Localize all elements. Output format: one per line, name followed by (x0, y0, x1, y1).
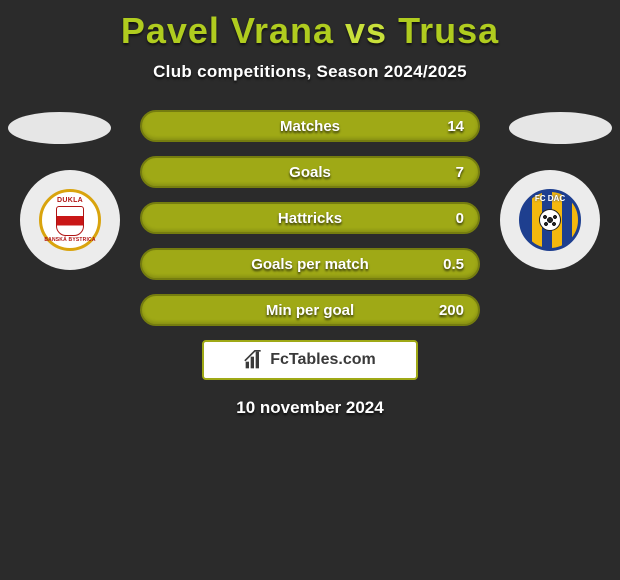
club-left: DUKLA BANSKÁ BYSTRICA (20, 170, 120, 270)
player2-name: Trusa (398, 10, 499, 51)
stat-pill: Min per goal 200 (140, 294, 480, 326)
barchart-icon (244, 350, 264, 370)
site-attribution[interactable]: FcTables.com (202, 340, 418, 380)
comparison-stage: DUKLA BANSKÁ BYSTRICA FC DAC Matches 14 Go… (0, 110, 620, 326)
stat-value-right: 14 (447, 118, 464, 135)
stat-pill: Hattricks 0 (140, 202, 480, 234)
club-dukla-bottom-text: BANSKÁ BYSTRICA (44, 237, 95, 243)
club-right: FC DAC (500, 170, 600, 270)
club-dukla-top-text: DUKLA (57, 197, 83, 204)
stat-label: Min per goal (266, 302, 354, 319)
stat-label: Hattricks (278, 210, 342, 227)
stat-label: Matches (280, 118, 340, 135)
soccer-ball-icon (539, 209, 561, 231)
club-dac-text: FC DAC (522, 194, 578, 203)
stat-value-right: 200 (439, 302, 464, 319)
club-badge-dac: FC DAC (519, 189, 581, 251)
club-badge-dukla: DUKLA BANSKÁ BYSTRICA (39, 189, 101, 251)
page-title: Pavel Vrana vs Trusa (0, 0, 620, 52)
stat-label: Goals per match (251, 256, 369, 273)
stat-value-right: 0 (456, 210, 464, 227)
subtitle: Club competitions, Season 2024/2025 (0, 62, 620, 82)
stat-pill: Goals 7 (140, 156, 480, 188)
stats-pills: Matches 14 Goals 7 Hattricks 0 Goals per match… (140, 110, 480, 326)
stat-value-right: 0.5 (443, 256, 464, 273)
date-stamp: 10 november 2024 (0, 398, 620, 418)
stat-label: Goals (289, 164, 331, 181)
vs-text: vs (345, 10, 387, 51)
stat-pill: Goals per match 0.5 (140, 248, 480, 280)
player1-avatar-placeholder (8, 112, 111, 144)
site-name: FcTables.com (270, 351, 376, 369)
stat-value-right: 7 (456, 164, 464, 181)
club-dukla-shield-icon (56, 206, 84, 236)
player1-name: Pavel Vrana (121, 10, 334, 51)
player2-avatar-placeholder (509, 112, 612, 144)
stat-pill: Matches 14 (140, 110, 480, 142)
